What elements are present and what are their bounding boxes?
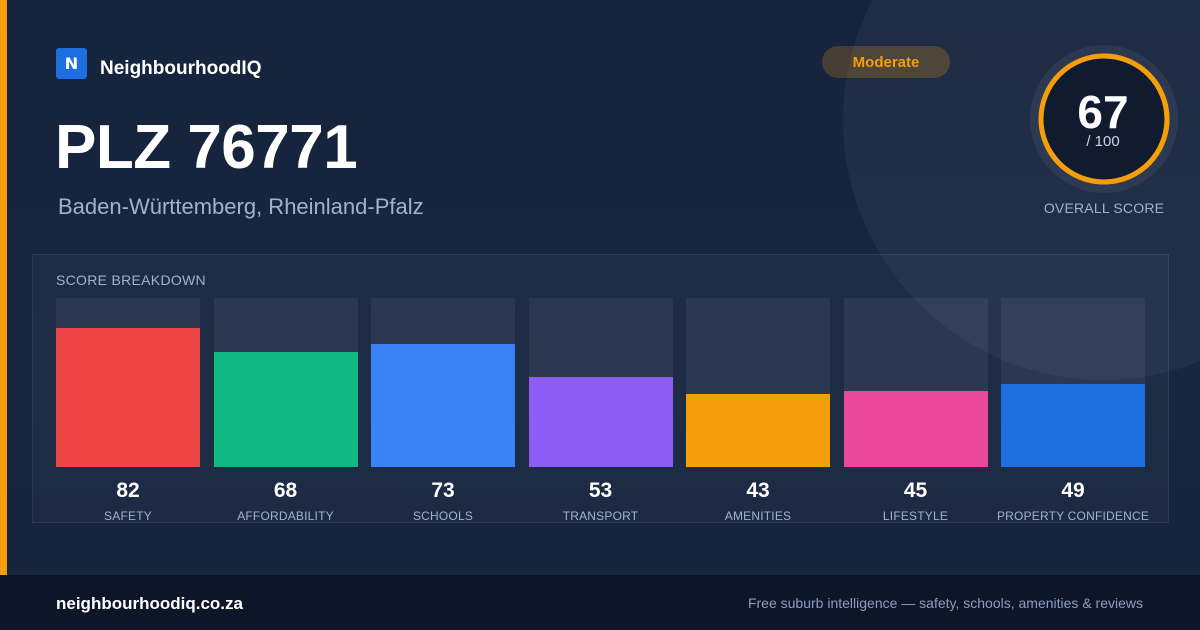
score-ring-background [1039, 54, 1169, 184]
bar-category-label: TRANSPORT [562, 509, 639, 523]
accent-stripe [0, 0, 7, 575]
bar-column-safety: 82 SAFETY [56, 298, 200, 524]
bar-track [56, 298, 200, 467]
bar [371, 343, 515, 467]
brand-name: NeighbourhoodIQ [100, 58, 262, 79]
bar-track [371, 298, 515, 467]
bar [843, 390, 988, 467]
bar [56, 328, 200, 467]
region-subtitle: Baden-Württemberg, Rheinland-Pfalz [58, 194, 424, 219]
bar-track [528, 298, 673, 467]
footer-site-link[interactable]: neighbourhoodiq.co.za [56, 594, 243, 613]
bar-category-label: SCHOOLS [412, 509, 474, 523]
bar-category-label: PROPERTY CONFIDENCE [996, 509, 1150, 523]
bar [1001, 384, 1145, 467]
footer: neighbourhoodiq.co.za Free suburb intell… [0, 575, 1200, 630]
bar-category-label: AMENITIES [724, 509, 792, 523]
bar-column-amenities: 43 AMENITIES [686, 298, 830, 524]
bar-category-label: AFFORDABILITY [237, 509, 334, 523]
bar-track [686, 298, 830, 467]
bar-category-label: LIFESTYLE [882, 509, 949, 523]
bar-value-label: 82 [116, 479, 140, 502]
bar-value-label: 53 [588, 479, 613, 502]
breakdown-bars: 82 SAFETY 68 AFFORDABILITY 73 SCHOOLS 53 TRANSP… [33, 255, 1170, 524]
breakdown-title: SCORE BREAKDOWN [56, 272, 206, 288]
score-ring-icon [1030, 45, 1178, 193]
score-ring-arc [1038, 53, 1170, 185]
overall-score-label: OVERALL SCORE [1043, 200, 1165, 216]
overall-score-ring: 67 / 100 [1030, 45, 1180, 195]
rating-badge: Moderate [822, 46, 950, 78]
bar-value-label: 49 [1061, 479, 1085, 502]
brand: N NeighbourhoodIQ [56, 46, 261, 80]
overall-score-max: / 100 [1086, 133, 1120, 150]
footer-tagline: Free suburb intelligence — safety, schoo… [747, 595, 1143, 611]
bar [213, 352, 358, 467]
bar-column-schools: 73 SCHOOLS [371, 298, 515, 524]
bar-value-label: 43 [746, 479, 770, 502]
bar [686, 394, 830, 467]
bar-track [843, 298, 988, 467]
bar-category-label: SAFETY [104, 509, 152, 523]
bar-value-label: 45 [903, 479, 928, 502]
bar-column-lifestyle: 45 LIFESTYLE [843, 298, 988, 524]
bar-column-transport: 53 TRANSPORT [528, 298, 673, 524]
bar [528, 377, 673, 467]
overall-score-value: 67 [1077, 86, 1129, 138]
bar-value-label: 73 [431, 479, 455, 502]
bar-value-label: 68 [273, 479, 298, 502]
bar-track [213, 298, 358, 467]
score-breakdown-panel: SCORE BREAKDOWN 82 SAFETY 68 AFFORDABILITY 7… [32, 254, 1169, 523]
page-title: PLZ 76771 [55, 113, 358, 182]
bar-track [1001, 298, 1145, 467]
bar-column-affordability: 68 AFFORDABILITY [213, 298, 358, 524]
brand-logo-icon: N [56, 47, 87, 79]
bar-column-property-confidence: 49 PROPERTY CONFIDENCE [997, 298, 1149, 524]
